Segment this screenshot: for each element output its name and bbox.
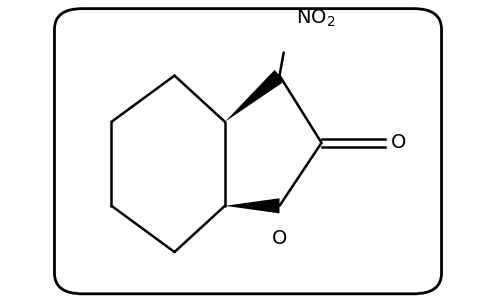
Text: O: O [391,133,406,152]
Polygon shape [225,198,280,213]
Text: NO$_2$: NO$_2$ [296,8,336,29]
Text: O: O [272,229,287,248]
Polygon shape [225,70,284,122]
